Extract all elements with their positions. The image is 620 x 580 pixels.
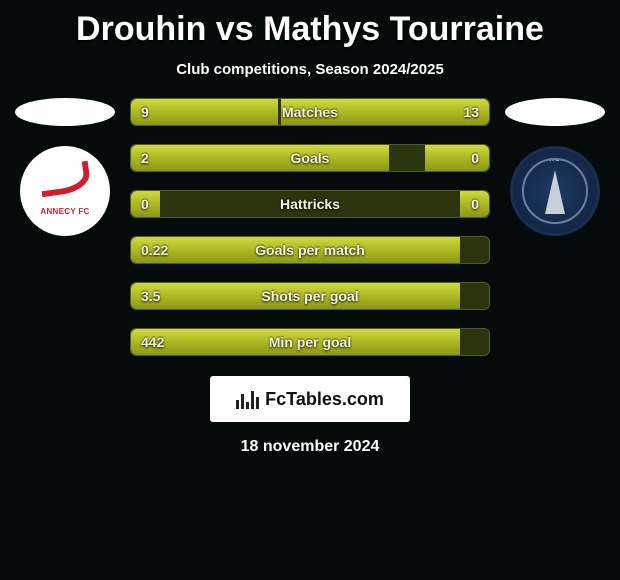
stat-label: Shots per goal [261, 288, 358, 304]
stat-left-value: 0.22 [141, 242, 168, 258]
left-player-column: ANNECY FC [10, 98, 120, 236]
stats-bars: 9 Matches 13 2 Goals 0 0 Hattricks 0 0.22 Goals pe… [130, 98, 490, 356]
annecy-swoosh-icon [38, 161, 92, 198]
stat-left-value: 442 [141, 334, 164, 350]
right-club-badge: PARIS FC [510, 146, 600, 236]
stat-row: 0 Hattricks 0 [130, 190, 490, 218]
stat-label: Goals [291, 150, 330, 166]
stat-right-value: 0 [471, 196, 479, 212]
right-player-photo [505, 98, 605, 126]
site-prefix: Fc [265, 389, 286, 409]
stat-row: 0.22 Goals per match [130, 236, 490, 264]
site-main: Tables [286, 389, 342, 409]
stat-left-value: 3.5 [141, 288, 160, 304]
site-name: FcTables.com [265, 389, 384, 410]
stat-row: 442 Min per goal [130, 328, 490, 356]
fill-left [131, 99, 278, 125]
page-subtitle: Club competitions, Season 2024/2025 [0, 61, 620, 78]
stat-right-value: 13 [463, 104, 479, 120]
site-attribution[interactable]: FcTables.com [210, 376, 410, 422]
date-label: 18 november 2024 [0, 438, 620, 456]
site-suffix: .com [342, 389, 384, 409]
main-row: ANNECY FC 9 Matches 13 2 Goals 0 0 Hattricks 0 0.… [0, 98, 620, 356]
page-title: Drouhin vs Mathys Tourraine [0, 10, 620, 49]
left-player-photo [15, 98, 115, 126]
right-club-label: PARIS FC [535, 158, 575, 163]
stat-label: Goals per match [255, 242, 365, 258]
stat-right-value: 0 [471, 150, 479, 166]
stat-label: Hattricks [280, 196, 340, 212]
stat-left-value: 9 [141, 104, 149, 120]
stat-label: Min per goal [269, 334, 351, 350]
stat-row: 2 Goals 0 [130, 144, 490, 172]
left-club-label: ANNECY FC [20, 207, 110, 216]
fill-right [425, 145, 489, 171]
stat-row: 9 Matches 13 [130, 98, 490, 126]
left-club-badge: ANNECY FC [20, 146, 110, 236]
eiffel-icon [545, 170, 565, 214]
stat-label: Matches [282, 104, 338, 120]
bar-chart-icon [236, 389, 259, 409]
fill-left [131, 145, 389, 171]
stat-row: 3.5 Shots per goal [130, 282, 490, 310]
comparison-card: Drouhin vs Mathys Tourraine Club competi… [0, 0, 620, 456]
stat-left-value: 2 [141, 150, 149, 166]
stat-left-value: 0 [141, 196, 149, 212]
right-player-column: PARIS FC [500, 98, 610, 236]
